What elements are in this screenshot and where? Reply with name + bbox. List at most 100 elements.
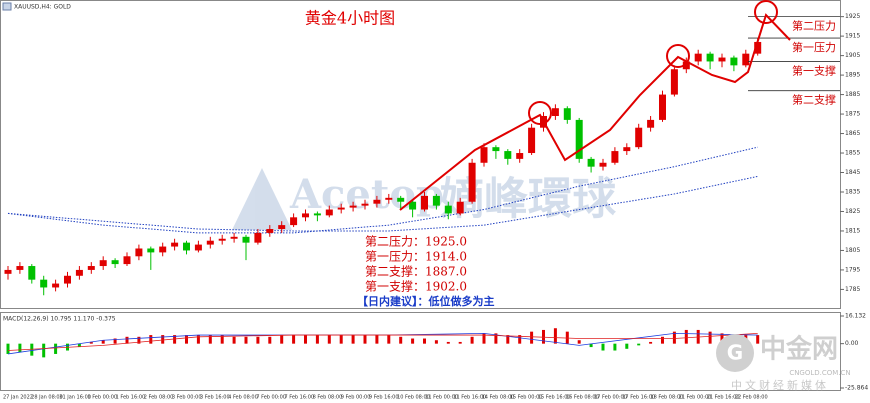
candle-body — [123, 256, 131, 265]
macd-bar — [494, 333, 498, 344]
macd-bar — [649, 341, 653, 344]
plot: 1785 1795 1805 1815 1825 1835 1845 1855 1865 1875… — [3, 13, 868, 400]
y-tick-label: 1855 — [845, 150, 860, 157]
candle-body — [397, 197, 405, 202]
trend-line — [399, 13, 791, 211]
macd-bar — [196, 335, 200, 344]
symbol-header: XAUUSD,H4: GOLD — [14, 4, 71, 11]
macd-bar — [375, 335, 379, 344]
y-tick-label: 1915 — [845, 33, 860, 40]
macd-tick-label: -25.864 — [845, 385, 868, 392]
candle-body — [468, 162, 476, 202]
macd-bar — [244, 336, 248, 344]
candle-body — [742, 53, 750, 66]
macd-bar — [458, 341, 462, 344]
macd-bar — [542, 329, 545, 344]
moving-average — [7, 146, 758, 234]
x-tick-label: 16 Feb 08:00 — [566, 395, 599, 401]
logo-sub: 中文财经新媒体 — [731, 378, 829, 392]
candle-body — [349, 205, 357, 208]
candle-body — [171, 242, 179, 247]
macd-bar — [220, 335, 224, 344]
macd-tick-label: 16.132 — [845, 313, 866, 320]
macd-bar — [268, 336, 272, 344]
x-tick-label: 10 Feb 08:00 — [397, 395, 430, 401]
candle-body — [670, 69, 678, 95]
moving-average — [7, 175, 758, 232]
macd-bar — [672, 331, 676, 344]
x-tick-label: 1 Feb 00:00 — [87, 395, 117, 401]
macd-bar — [661, 336, 664, 344]
macd-bar — [232, 336, 236, 344]
candle-body — [302, 213, 309, 218]
macd-bar — [363, 335, 367, 344]
level-note: 第一支撑：1902.0 — [365, 279, 467, 294]
macd-bar — [708, 331, 712, 344]
candle-body — [111, 260, 119, 265]
candle-body — [254, 232, 262, 243]
watermark-icon — [232, 168, 292, 230]
level-name: 第一压力 — [792, 40, 836, 54]
y-tick-label: 1925 — [845, 13, 860, 20]
y-tick-label: 1815 — [845, 227, 860, 234]
macd-bar — [101, 340, 105, 344]
macd-bar — [530, 331, 534, 344]
x-tick-label: 3 Feb 00:00 — [172, 395, 202, 401]
y-tick-label: 1865 — [845, 130, 860, 137]
logo-text: 中金网 — [760, 334, 838, 365]
y-tick-label: 1795 — [845, 266, 860, 273]
candle-body — [587, 158, 595, 167]
trend-annotations — [399, 0, 791, 211]
macd-bar — [720, 333, 724, 344]
macd-bar — [756, 335, 760, 344]
x-tick-label: 4 Feb 08:00 — [228, 395, 258, 401]
candle-body — [528, 127, 536, 154]
candle-body — [718, 57, 726, 62]
candle-body — [99, 260, 107, 267]
y-tick-label: 1895 — [845, 72, 860, 79]
x-tick-label: 1 Feb 16:00 — [116, 395, 146, 401]
candle-body — [754, 41, 762, 54]
macd-bar — [137, 336, 141, 344]
macd-panel — [0, 312, 841, 391]
macd-bar — [315, 335, 319, 344]
y-tick-label: 1835 — [845, 188, 860, 195]
macd-bar — [173, 335, 177, 344]
candle-body — [194, 244, 202, 251]
candle-body — [409, 201, 417, 210]
x-tick-label: 9 Feb 00:00 — [341, 395, 371, 401]
x-tick-label: 21 Feb 16:00 — [707, 395, 740, 401]
candle-body — [432, 195, 440, 206]
level-name: 第二支撑 — [792, 93, 836, 107]
level-note: 第二压力：1925.0 — [365, 235, 467, 249]
candle-body — [659, 94, 666, 120]
macd-bar — [6, 343, 10, 354]
macd-bar — [411, 338, 415, 344]
logo-mark: G — [727, 341, 743, 365]
symbol-icon — [2, 2, 12, 11]
macd-line — [7, 332, 758, 351]
x-tick-label: 15 Feb 16:00 — [538, 395, 571, 401]
macd-bar — [149, 335, 153, 344]
macd-bar — [327, 335, 331, 344]
macd-bar — [565, 331, 569, 344]
candle-body — [183, 242, 190, 251]
candle-body — [147, 248, 155, 253]
candle-body — [575, 119, 583, 159]
candle-body — [16, 266, 24, 270]
macd-bar — [351, 335, 355, 344]
candle-body — [647, 119, 655, 128]
macd-bar — [161, 335, 165, 344]
macd-bar — [423, 338, 426, 344]
candle-body — [599, 162, 607, 167]
x-tick-label: 3 Feb 16:00 — [200, 395, 230, 401]
candle-body — [730, 57, 738, 66]
candle-body — [361, 203, 369, 206]
x-tick-label: 17 Feb 16:00 — [622, 395, 655, 401]
candle-body — [480, 147, 488, 163]
peak-circle — [666, 44, 690, 68]
candle-body — [694, 53, 702, 62]
level-note: 第一压力：1914.0 — [365, 250, 467, 264]
y-tick-label: 1885 — [845, 91, 860, 98]
macd-label: MACD(12,26,9) 10.795 11.170 -0.375 — [3, 316, 116, 323]
